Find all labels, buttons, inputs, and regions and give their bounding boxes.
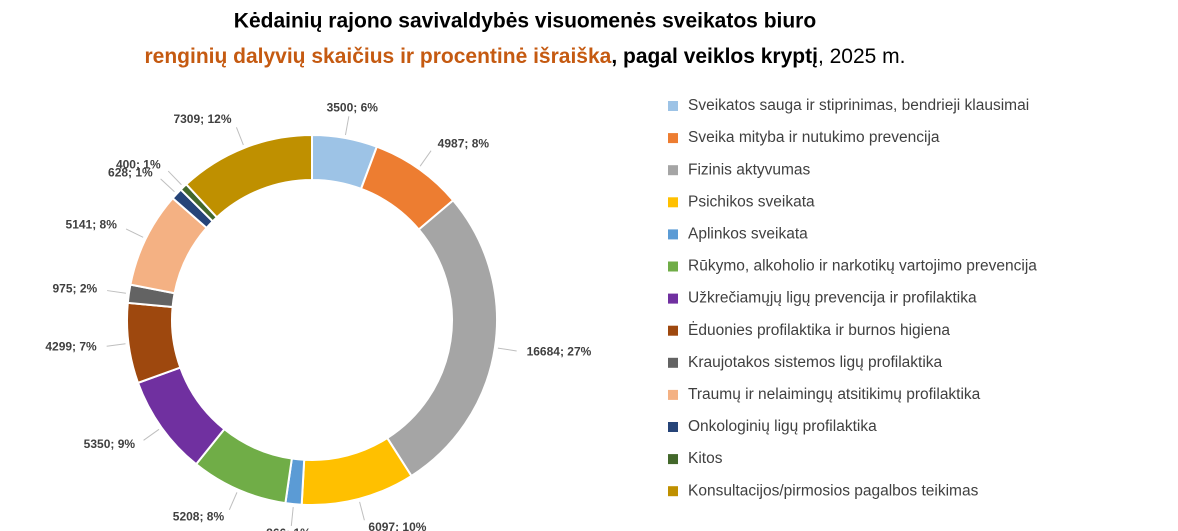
legend-marker [668, 325, 678, 336]
legend-label: Onkologinių ligų profilaktika [688, 418, 877, 435]
data-label: 628; 1% [108, 166, 153, 180]
leader-line [125, 228, 144, 238]
data-label: 866; 1% [266, 526, 311, 531]
leader-line [235, 127, 244, 146]
legend-label: Konsultacijos/pirmosios pagalbos teikima… [688, 482, 979, 499]
legend-marker [668, 454, 678, 465]
legend-marker [668, 389, 678, 400]
leader-line [344, 116, 350, 136]
legend-marker [668, 293, 678, 304]
data-label: 975; 2% [52, 282, 97, 296]
legend-label: Kraujotakos sistemos ligų profilaktika [688, 354, 943, 371]
donut-segment [385, 198, 498, 478]
legend-marker [668, 197, 678, 208]
leader-line [290, 507, 294, 527]
leader-line [167, 170, 182, 186]
donut-segment [126, 301, 182, 385]
leader-line [419, 150, 432, 167]
leader-line [107, 290, 126, 294]
data-label: 6097; 10% [368, 520, 426, 531]
legend-label: Fizinis aktyvumas [688, 161, 811, 178]
legend-marker [668, 357, 678, 368]
donut-segment [184, 133, 313, 219]
legend-marker [668, 165, 678, 176]
data-label: 4987; 8% [438, 136, 490, 150]
data-label: 4299; 7% [45, 339, 97, 353]
title-year: , 2025 m. [818, 45, 906, 68]
leader-line [106, 343, 126, 347]
leader-line [143, 428, 160, 441]
legend-label: Sveikatos sauga ir stiprinimas, bendriej… [688, 97, 1029, 114]
legend-label: Kitos [688, 450, 723, 467]
legend-label: Traumų ir nelaimingų atsitikimų profilak… [688, 386, 981, 403]
chart-title-line-1: Kėdainių rajono savivaldybės visuomenės … [234, 10, 816, 33]
data-label: 5208; 8% [173, 509, 225, 523]
legend-marker [668, 133, 678, 144]
data-label: 5141; 8% [66, 218, 118, 232]
legend-marker [668, 422, 678, 432]
leader-line [497, 347, 517, 352]
legend-marker [668, 486, 678, 497]
leader-line [359, 501, 365, 521]
data-label: 400; 1% [116, 158, 161, 172]
legend-label: Sveika mityba ir nutukimo prevencija [688, 129, 940, 146]
data-label: 5350; 9% [84, 437, 136, 451]
legend-label: Psichikos sveikata [688, 193, 815, 210]
legend-label: Rūkymo, alkoholio ir narkotikų vartojimo… [688, 258, 1037, 275]
data-label: 3500; 6% [327, 101, 379, 115]
title-part: , pagal veiklos kryptį [611, 45, 818, 68]
data-label: 16684; 27% [527, 344, 592, 358]
legend-marker [668, 261, 678, 272]
leader-line [160, 178, 175, 193]
legend-label: Aplinkos sveikata [688, 225, 808, 242]
leader-line [228, 492, 238, 510]
chart-title-line-2: renginių dalyvių skaičius ir procentinė … [144, 45, 905, 68]
legend-marker [668, 101, 678, 111]
title-highlight: renginių dalyvių skaičius ir procentinė … [144, 45, 611, 68]
legend-label: Ėduonies profilaktika ir burnos higiena [688, 321, 950, 339]
legend-label: Užkrečiamųjų ligų prevencija ir profilak… [688, 290, 977, 307]
legend-marker [668, 229, 678, 240]
data-label: 7309; 12% [173, 112, 231, 126]
